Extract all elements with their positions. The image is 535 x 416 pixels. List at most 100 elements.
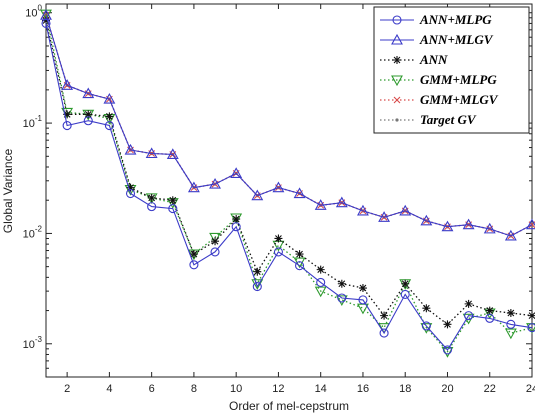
data-point	[251, 189, 264, 201]
x-tick-label: 16	[357, 383, 369, 395]
legend-marker	[392, 15, 402, 25]
data-point	[358, 284, 367, 293]
data-point	[380, 311, 389, 320]
data-point	[145, 147, 158, 159]
data-point	[210, 247, 220, 257]
data-point	[441, 220, 454, 232]
data-point	[230, 213, 243, 225]
data-point	[187, 181, 200, 193]
legend-label: GMM+MLPG	[420, 72, 497, 87]
series-ann-mlpg	[41, 18, 535, 355]
x-tick-label: 24	[526, 383, 535, 395]
y-tick-label: 10-3	[23, 335, 43, 351]
data-point	[231, 222, 241, 232]
data-point	[82, 87, 95, 99]
x-axis-label: Order of mel-cepstrum	[229, 399, 349, 413]
legend-label: GMM+MLGV	[420, 92, 499, 107]
data-point	[104, 120, 114, 131]
data-point	[103, 92, 116, 104]
data-point	[464, 299, 473, 308]
legend-entry: ANN+MLPG	[380, 12, 492, 27]
y-tick-label: 10-2	[23, 224, 43, 240]
data-point	[420, 214, 433, 226]
data-point	[337, 293, 347, 303]
y-axis-label: Global Variance	[1, 148, 15, 233]
legend-label: ANN+MLPG	[419, 12, 492, 27]
data-point	[124, 143, 137, 155]
data-point	[335, 196, 348, 208]
x-tick-label: 10	[230, 383, 242, 395]
data-point	[211, 237, 220, 246]
series-line	[45, 23, 533, 351]
data-point	[314, 286, 327, 298]
data-point	[272, 181, 285, 193]
legend-entry: ANN	[380, 52, 448, 67]
data-point	[147, 202, 157, 212]
x-tick-label: 22	[484, 383, 496, 395]
data-point	[528, 311, 535, 320]
data-point	[230, 167, 243, 178]
data-point	[400, 289, 410, 299]
data-point	[443, 320, 452, 329]
data-point	[506, 309, 515, 318]
y-tick-label: 10-1	[23, 114, 43, 130]
data-point	[62, 120, 72, 131]
data-point	[251, 279, 264, 290]
x-tick-label: 6	[149, 383, 155, 395]
data-point	[506, 319, 516, 329]
data-point	[168, 196, 177, 205]
data-point	[293, 187, 306, 199]
series-line	[45, 14, 533, 353]
data-point	[189, 260, 199, 270]
x-tick-label: 8	[191, 383, 197, 395]
legend-entry: Target GV	[380, 112, 477, 127]
series-line	[45, 15, 533, 237]
data-point	[42, 16, 50, 25]
data-point	[485, 313, 495, 323]
x-tick-label: 2	[64, 383, 70, 395]
data-point	[527, 323, 535, 333]
legend-entry: GMM+MLGV	[380, 92, 499, 107]
data-point	[335, 295, 348, 307]
series-layer	[40, 9, 535, 358]
data-point	[232, 215, 241, 224]
data-point	[253, 267, 262, 276]
legend-marker	[393, 56, 401, 64]
x-tick-label: 4	[106, 383, 112, 395]
data-point	[441, 347, 454, 358]
legend-label: ANN+MLGV	[419, 32, 494, 47]
data-point	[168, 204, 178, 214]
x-tick-label: 20	[441, 383, 453, 395]
data-point	[63, 110, 72, 119]
data-point	[316, 277, 326, 287]
legend-marker	[393, 96, 401, 104]
legend-box	[373, 6, 530, 134]
data-point	[61, 79, 74, 90]
data-point	[126, 183, 135, 192]
series-line	[45, 20, 533, 326]
data-point	[464, 311, 474, 321]
data-point	[83, 116, 93, 126]
legend-marker	[391, 75, 403, 87]
data-point	[314, 199, 327, 210]
series-ann-mlgv	[40, 9, 535, 241]
x-tick-label: 18	[399, 383, 411, 395]
legend-marker	[391, 33, 403, 45]
legend: ANN+MLPG ANN+MLGV ANN GMM+MLPG GMM+MLGV Targe…	[373, 6, 530, 134]
data-point	[401, 279, 410, 288]
data-point	[274, 234, 283, 243]
data-point	[337, 279, 346, 288]
data-point	[422, 304, 431, 313]
data-point	[504, 229, 517, 241]
x-tick-label: 14	[315, 383, 327, 395]
data-point	[358, 295, 368, 305]
data-point	[357, 204, 369, 216]
data-point	[166, 148, 179, 159]
data-point	[105, 112, 114, 121]
y-tick-label: 100	[25, 4, 42, 20]
data-point	[504, 328, 517, 340]
legend-marker	[395, 118, 399, 122]
series-ann	[42, 16, 535, 329]
data-point	[189, 250, 198, 259]
